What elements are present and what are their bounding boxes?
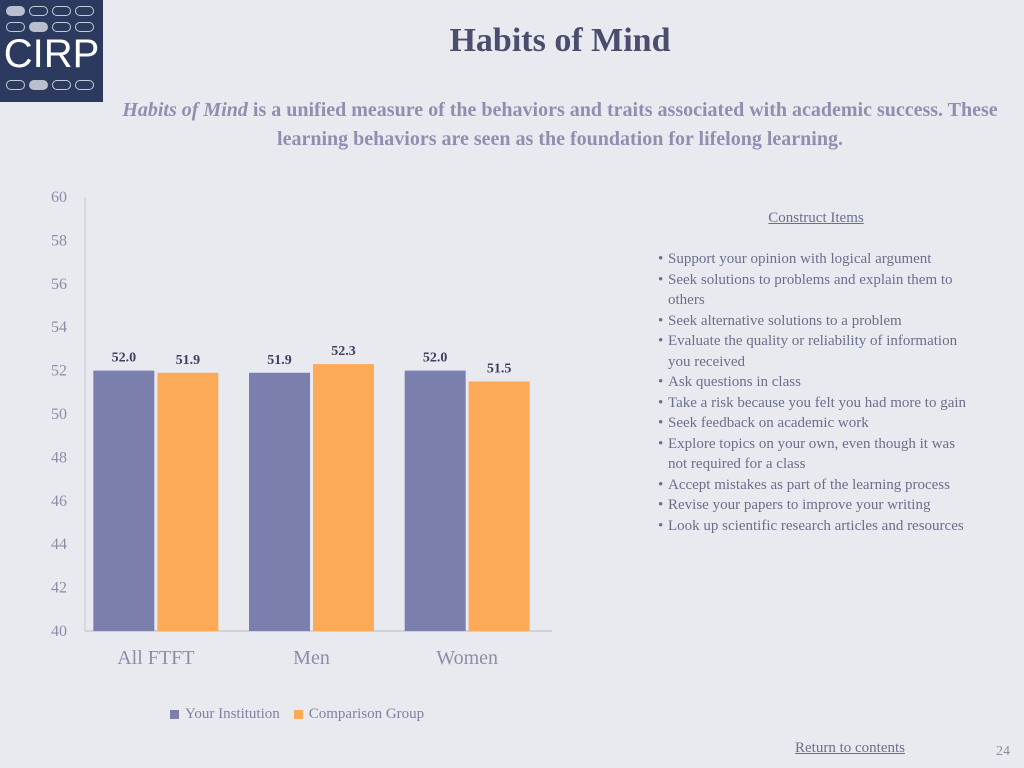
logo-pill-shape [52,6,71,16]
bar-chart: 40 42 44 46 48 50 52 54 56 58 60 52.0 51.9 All FTFT 51… [51,189,552,669]
construct-items-list: Support your opinion with logical argume… [656,249,976,536]
bar-data-label: 51.5 [487,361,512,376]
x-category-label: All FTFT [117,647,194,669]
legend-label-comparison-group: Comparison Group [308,706,425,722]
logo-pill-shape [52,80,71,90]
y-tick-label: 56 [51,276,67,293]
bar-comparison-group [157,372,219,631]
construct-item: Accept mistakes as part of the learning … [656,475,976,496]
logo-pill-shape [75,6,94,16]
bar-data-label: 51.9 [267,353,292,368]
construct-item: Explore topics on your own, even though … [656,434,976,475]
bar-data-label: 51.9 [176,353,201,368]
construct-items-link[interactable]: Construct Items [768,210,864,226]
logo-pill-shape [52,22,71,32]
legend-swatch-your-institution [170,710,179,719]
construct-item: Seek solutions to problems and explain t… [656,270,976,311]
subtitle-lead: Habits of Mind [122,99,248,121]
y-tick-label: 42 [51,580,67,597]
x-category-label: Women [436,647,498,669]
construct-item: Take a risk because you felt you had mor… [656,393,976,414]
y-tick-label: 46 [51,493,67,510]
cirp-logo: CIRP [0,0,103,102]
y-tick-label: 60 [51,189,67,206]
y-tick-label: 40 [51,623,67,640]
y-tick-label: 48 [51,449,67,466]
chart-legend: Your Institution Comparison Group [170,706,424,723]
construct-item: Ask questions in class [656,372,976,393]
logo-pill-shape [6,6,25,16]
construct-item: Evaluate the quality or reliability of i… [656,331,976,372]
subtitle-rest: is a unified measure of the behaviors an… [247,99,998,150]
construct-item: Support your opinion with logical argume… [656,249,976,270]
bar-data-label: 52.3 [331,344,356,359]
legend-item-your-institution: Your Institution [170,706,280,723]
logo-pill-shape [6,22,25,32]
y-tick-label: 54 [51,319,67,336]
logo-pill-shape [6,80,25,90]
legend-label-your-institution: Your Institution [185,706,280,722]
bar-data-label: 52.0 [112,351,137,366]
construct-item: Seek feedback on academic work [656,413,976,434]
logo-pill-shape [29,6,48,16]
y-tick-label: 52 [51,363,67,380]
construct-item: Seek alternative solutions to a problem [656,311,976,332]
construct-items-panel: Construct Items Support your opinion wit… [656,210,976,536]
construct-item: Revise your papers to improve your writi… [656,495,976,516]
construct-item: Look up scientific research articles and… [656,516,976,537]
bar-your-institution [249,372,310,631]
legend-swatch-comparison-group [293,710,303,719]
y-tick-label: 44 [51,536,67,553]
return-to-contents-link[interactable]: Return to contents [795,740,905,756]
page-number: 24 [996,744,1010,759]
bar-your-institution [93,370,155,631]
legend-item-comparison-group: Comparison Group [293,706,425,723]
x-category-label: Men [293,647,330,669]
page-subtitle: Habits of Mind is a unified measure of t… [120,96,1000,154]
bar-comparison-group [313,364,374,631]
page-title: Habits of Mind [449,22,671,59]
y-tick-label: 58 [51,232,67,249]
y-tick-label: 50 [51,406,67,423]
bar-comparison-group [468,381,530,631]
logo-pill-shape [29,22,48,32]
logo-text: CIRP [3,32,100,76]
logo-pill-shape [75,80,94,90]
logo-pill-shape [75,22,94,32]
bar-data-label: 52.0 [423,351,448,366]
bar-your-institution [404,370,466,631]
logo-pill-shape [29,80,48,90]
